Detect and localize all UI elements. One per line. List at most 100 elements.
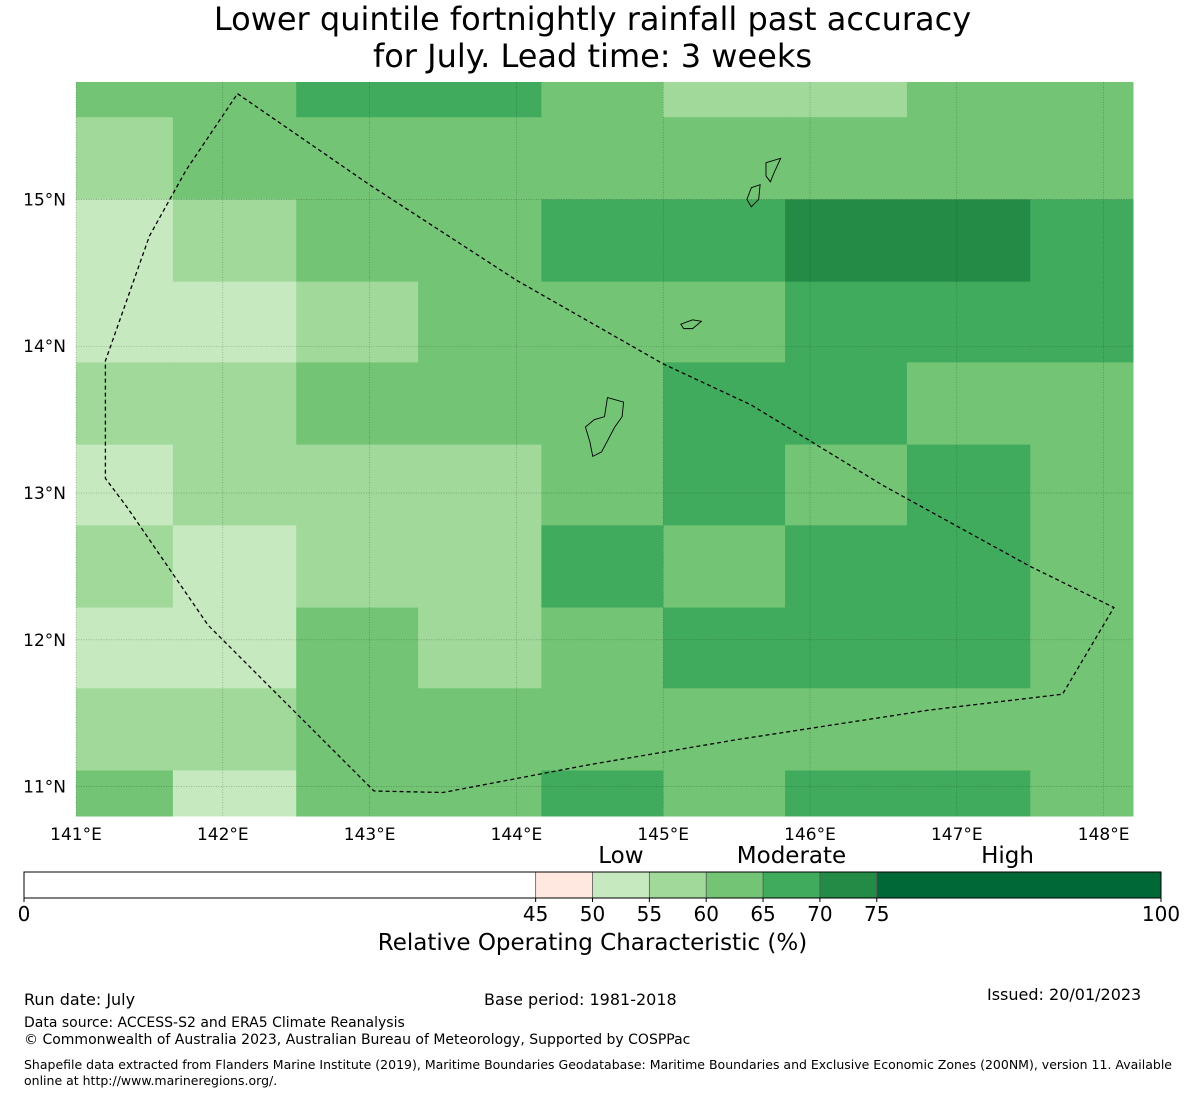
lon-tick-label: 141°E [50,825,102,845]
grid-cell [906,82,1031,118]
colorbar-segment [876,872,1161,898]
colorbar-segment [24,872,536,898]
colorbar-category-low: Low [598,843,644,869]
grid-cell [172,362,297,446]
grid-cell [418,770,542,817]
eez-boundary [104,93,1115,794]
colorbar-segment [819,872,877,898]
grid-cell [418,607,542,689]
grid-cell [296,444,419,526]
grid-cell [172,770,297,817]
grid-cell [906,117,1031,200]
grid-cell [541,117,664,200]
grid-cell [785,117,908,200]
grid-cell [663,281,786,363]
colorbar-tick-label: 45 [523,902,548,926]
chart-title-line1: Lower quintile fortnightly rainfall past… [213,0,972,38]
lat-tick-label: 15°N [23,190,66,210]
grid-cell [76,281,174,363]
colorbar-tick-label: 55 [637,902,662,926]
grid-cell [418,82,542,118]
grid-cell [1030,82,1134,118]
grid-cell [541,444,664,526]
grid-cell [418,362,542,446]
lon-tick-label: 142°E [197,825,249,845]
grid-cell [76,444,174,526]
grid-cell [541,607,664,689]
grid-cell [541,199,664,283]
lon-tick-label: 144°E [491,825,543,845]
grid-cell [785,199,908,283]
grid-cell [663,770,786,817]
colorbar-segment [706,872,764,898]
grid-cell [785,525,908,609]
colorbar-tick-label: 65 [750,902,775,926]
lat-tick-label: 14°N [23,337,66,357]
grid-cell [785,444,908,526]
longitude-tick-labels: 141°E 142°E 143°E 144°E 145°E 146°E 147°E 148°E [50,825,1129,845]
grid-cell [296,117,419,200]
grid-cell [76,525,174,609]
colorbar-category-high: High [981,843,1034,869]
grid-cell [906,199,1031,283]
grid-cell [1030,362,1134,446]
grid-cell [296,199,419,283]
data-source: Data source: ACCESS-S2 and ERA5 Climate … [24,1015,405,1031]
grid-cell [785,281,908,363]
lon-tick-label: 147°E [931,825,983,845]
grid-cell [541,82,664,118]
grid-cell [76,82,174,118]
grid-cell [76,688,174,771]
grid-cell [76,607,174,689]
grid-cell [541,688,664,771]
island-saipan [765,157,782,183]
colorbar-tick-label: 60 [693,902,718,926]
colorbar-segment [535,872,593,898]
grid-cell [663,525,786,609]
grid-cell [418,688,542,771]
colorbar-tick-label: 100 [1142,902,1180,926]
colorbar: 0 45 50 55 60 65 70 75 100 [18,871,1180,926]
grid-cell [296,607,419,689]
lat-tick-label: 12°N [23,631,66,651]
grid-cell [541,770,664,817]
graticule [75,82,1133,816]
lon-tick-label: 145°E [637,825,689,845]
grid-cell [1030,607,1134,689]
colorbar-axis-label: Relative Operating Characteristic (%) [377,930,808,956]
grid-cell [663,362,786,446]
grid-cell [1030,281,1134,363]
grid-cell [663,444,786,526]
grid-cell [663,199,786,283]
grid-cell [663,607,786,689]
grid-cell [663,82,786,118]
grid-cell [1030,688,1134,771]
grid-cell [418,525,542,609]
grid-cell [906,525,1031,609]
shapefile-credit: Shapefile data extracted from Flanders M… [24,1057,1172,1088]
grid-cell [1030,117,1134,200]
grid-cell [906,688,1031,771]
grid-cell [172,688,297,771]
island-rota [680,319,703,330]
grid-cell [76,199,174,283]
grid-cell [1030,525,1134,609]
colorbar-tick-label: 75 [864,902,889,926]
grid-cell [785,82,908,118]
grid-cell [172,444,297,526]
grid-cell [296,362,419,446]
grid-cell [296,770,419,817]
lon-tick-label: 143°E [344,825,396,845]
issued-date: Issued: 20/01/2023 [987,985,1142,1004]
copyright: © Commonwealth of Australia 2023, Austra… [24,1032,691,1048]
grid-cell [172,117,297,200]
grid-cell [785,362,908,446]
chart-title-line2: for July. Lead time: 3 weeks [372,37,813,75]
colorbar-tick-label: 70 [807,902,832,926]
grid-cell [172,199,297,283]
grid-cell [785,688,908,771]
grid-cell [663,117,786,200]
grid-cell [172,82,297,118]
grid-cell [418,444,542,526]
grid-cell [785,770,908,817]
